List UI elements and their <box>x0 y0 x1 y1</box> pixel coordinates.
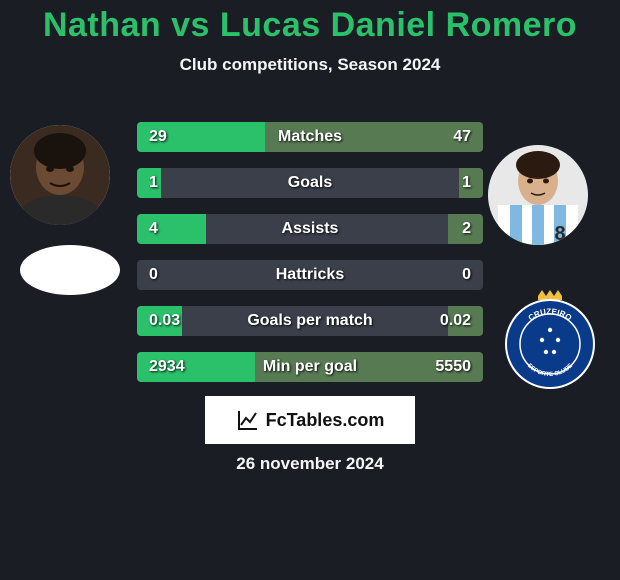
stat-value-left: 0 <box>137 260 170 290</box>
stat-value-right: 47 <box>441 122 483 152</box>
stat-value-right: 0.02 <box>428 306 483 336</box>
stats-panel: 2947Matches11Goals42Assists00Hattricks0.… <box>137 122 483 398</box>
stat-label: Goals <box>137 168 483 198</box>
chart-icon <box>236 408 260 432</box>
footer-date: 26 november 2024 <box>0 454 620 474</box>
club-left-badge <box>20 245 120 295</box>
player-left-avatar <box>10 125 110 225</box>
stat-label: Hattricks <box>137 260 483 290</box>
stat-value-right: 2 <box>450 214 483 244</box>
stat-value-left: 4 <box>137 214 170 244</box>
stat-row: 0 0Hattricks <box>137 260 483 290</box>
page-title: Nathan vs Lucas Daniel Romero <box>0 0 620 45</box>
stat-value-left: 0.03 <box>137 306 192 336</box>
stat-value-right: 0 <box>450 260 483 290</box>
stat-row: 0.030.02Goals per match <box>137 306 483 336</box>
footer-brand: FcTables.com <box>205 396 415 444</box>
club-right-badge: CRUZEIRO ESPORTE CLUBE <box>500 290 600 390</box>
stat-row: 1 1Goals <box>137 168 483 198</box>
stat-row: 29345550Min per goal <box>137 352 483 382</box>
stat-row: 2947Matches <box>137 122 483 152</box>
footer-brand-text: FcTables.com <box>266 410 385 431</box>
stat-value-left: 2934 <box>137 352 197 382</box>
stat-value-left: 1 <box>137 168 170 198</box>
stat-value-left: 29 <box>137 122 179 152</box>
page-subtitle: Club competitions, Season 2024 <box>0 55 620 75</box>
player-right-avatar: 8 <box>488 145 588 245</box>
stat-value-right: 1 <box>450 168 483 198</box>
stat-value-right: 5550 <box>423 352 483 382</box>
jersey-number: 8 <box>554 223 565 245</box>
stat-row: 42Assists <box>137 214 483 244</box>
